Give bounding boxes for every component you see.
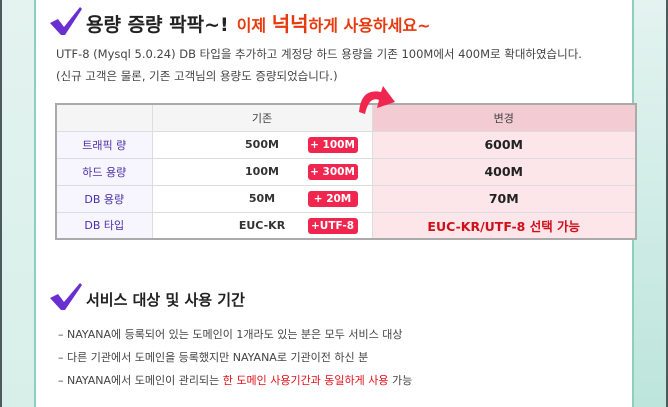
increase-badge: + 300M <box>307 163 358 180</box>
service-section-title: 서비스 대상 및 사용 기간 <box>86 291 245 309</box>
intro-line-1: UTF-8 (Mysql 5.0.24) DB 타입을 추가하고 계정당 하드 … <box>56 47 582 61</box>
table-row: DB 용량 50M + 20M 70M <box>55 184 637 213</box>
frame-edge-right <box>666 0 668 407</box>
increase-badge: + 100M <box>307 136 358 153</box>
table-row: 트래픽 량 500M + 100M 600M <box>55 130 637 159</box>
list-item: – 다른 기관에서 도메인을 등록했지만 NAYANA로 기관이전 하신 분 <box>58 351 369 364</box>
increase-badge: + 20M <box>307 190 358 207</box>
frame-left <box>2 0 34 407</box>
list-item: – NAYANA에서 도메인이 관리되는 한 도메인 사용기간과 동일하게 사용… <box>58 374 413 387</box>
list-item: – NAYANA에 등록되어 있는 도메인이 1개라도 있는 분은 모두 서비스… <box>58 328 403 341</box>
increase-badge: +UTF-8 <box>307 217 358 234</box>
section-title: 용량 증량 팍팍~! 이제 넉넉하게 사용하세요~ <box>86 12 431 36</box>
frame-edge-left <box>0 0 2 407</box>
table-row: DB 타입 EUC-KR +UTF-8 EUC-KR/UTF-8 선택 가능 <box>55 211 637 240</box>
capacity-table: 기존 변경 트래픽 량 500M + 100M 600M 하드 용량 100M + … <box>55 103 637 240</box>
checkmark-icon <box>50 283 82 310</box>
frame-right <box>634 0 666 407</box>
table-header: 기존 변경 <box>55 103 637 132</box>
checkmark-icon <box>50 7 82 35</box>
frame-line-left <box>34 0 36 407</box>
intro-line-2: (신규 고객은 물론, 기존 고객님의 용량도 증량되었습니다.) <box>56 69 338 83</box>
curved-arrow-icon <box>359 86 395 114</box>
table-row: 하드 용량 100M + 300M 400M <box>55 157 637 186</box>
